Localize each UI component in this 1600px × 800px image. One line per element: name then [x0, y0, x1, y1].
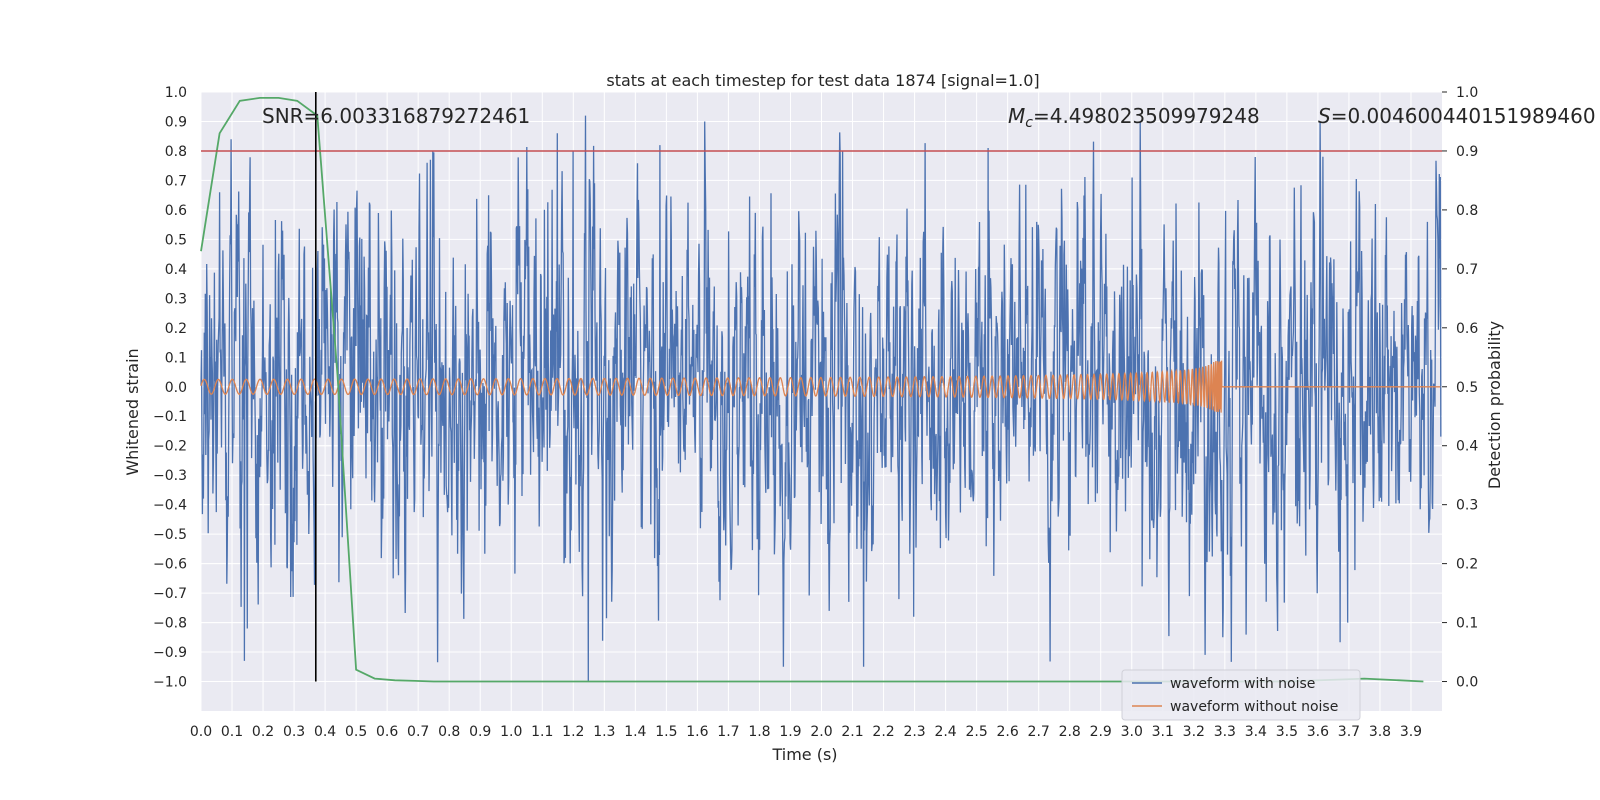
x-axis-label: Time (s) [771, 745, 837, 764]
x-tick-label: 2.0 [810, 724, 832, 740]
y-tick-label: 0.3 [165, 291, 187, 307]
x-tick-label: 2.3 [903, 724, 925, 740]
spin-symbol: S [1318, 104, 1331, 128]
x-tick-label: 3.9 [1400, 724, 1422, 740]
y-tick-label: −0.7 [153, 586, 187, 602]
y-tick-label: −0.4 [153, 498, 187, 514]
y-tick-label: 0.0 [165, 380, 187, 396]
y2-tick-label: 0.1 [1456, 616, 1478, 632]
y-tick-label: 0.4 [165, 262, 187, 278]
x-tick-label: 1.8 [748, 724, 770, 740]
legend-label-clean: waveform without noise [1170, 699, 1338, 715]
x-tick-label: 0.0 [190, 724, 212, 740]
y2-tick-label: 0.4 [1456, 439, 1478, 455]
y-axis-label: Whitened strain [123, 348, 142, 475]
y2-tick-label: 0.2 [1456, 557, 1478, 573]
chart-title: stats at each timestep for test data 187… [606, 71, 1039, 90]
y-tick-label: 0.6 [165, 203, 187, 219]
y-tick-label: −1.0 [153, 675, 187, 691]
y2-axis-ticks: 1.0 0.9 0.8 0.7 0.6 0.5 0.4 0.3 0.2 0.1 0.0 [1442, 85, 1478, 691]
x-tick-label: 2.9 [1090, 724, 1112, 740]
y-tick-label: −0.9 [153, 645, 187, 661]
x-tick-label: 3.7 [1338, 724, 1360, 740]
x-tick-label: 0.5 [345, 724, 367, 740]
x-tick-label: 1.2 [562, 724, 584, 740]
y-tick-label: 0.7 [165, 173, 187, 189]
x-tick-label: 3.2 [1183, 724, 1205, 740]
x-tick-label: 0.7 [407, 724, 429, 740]
x-tick-label: 3.6 [1307, 724, 1329, 740]
y-tick-label: 0.8 [165, 144, 187, 160]
x-tick-label: 1.5 [655, 724, 677, 740]
chart-figure: 0.0 0.1 0.2 0.3 0.4 0.5 0.6 0.7 0.8 0.9 1.0 1.1 1.2 1… [0, 0, 1600, 800]
y2-tick-label: 0.0 [1456, 675, 1478, 691]
x-tick-label: 1.1 [531, 724, 553, 740]
spin-value: =0.004600440151989460 [1331, 104, 1596, 128]
y-tick-label: −0.1 [153, 409, 187, 425]
y2-tick-label: 0.6 [1456, 321, 1478, 337]
snr-annotation: SNR=6.003316879272461 [262, 104, 530, 128]
x-tick-label: 2.2 [872, 724, 894, 740]
x-tick-label: 1.0 [500, 724, 522, 740]
x-tick-label: 3.4 [1245, 724, 1267, 740]
chirp-mass-symbol: M [1008, 104, 1025, 128]
x-tick-label: 0.2 [252, 724, 274, 740]
y2-tick-label: 0.5 [1456, 380, 1478, 396]
y-tick-label: −0.6 [153, 557, 187, 573]
y-axis-ticks: 1.0 0.9 0.8 0.7 0.6 0.5 0.4 0.3 0.2 0.1 0.0 −0.1 −0.… [153, 85, 187, 691]
y2-tick-label: 0.7 [1456, 262, 1478, 278]
y2-tick-label: 0.3 [1456, 498, 1478, 514]
y-tick-label: −0.3 [153, 468, 187, 484]
legend: waveform with noise waveform without noi… [1122, 670, 1360, 720]
x-tick-label: 1.4 [624, 724, 646, 740]
y2-tick-label: 0.9 [1456, 144, 1478, 160]
x-tick-label: 3.8 [1369, 724, 1391, 740]
y2-tick-label: 1.0 [1456, 85, 1478, 101]
x-tick-label: 2.8 [1059, 724, 1081, 740]
x-tick-label: 2.6 [997, 724, 1019, 740]
x-tick-label: 0.3 [283, 724, 305, 740]
x-axis-ticks: 0.0 0.1 0.2 0.3 0.4 0.5 0.6 0.7 0.8 0.9 1.0 1.1 1.2 1… [190, 724, 1422, 740]
y2-axis-label: Detection probability [1485, 321, 1504, 489]
y-tick-label: 0.5 [165, 232, 187, 248]
y-tick-label: −0.8 [153, 616, 187, 632]
x-tick-label: 0.9 [469, 724, 491, 740]
x-tick-label: 2.4 [934, 724, 956, 740]
chirp-mass-value: =4.498023509979248 [1033, 104, 1260, 128]
x-tick-label: 2.7 [1028, 724, 1050, 740]
x-tick-label: 0.4 [314, 724, 336, 740]
x-tick-label: 0.8 [438, 724, 460, 740]
y-tick-label: 1.0 [165, 85, 187, 101]
x-tick-label: 0.1 [221, 724, 243, 740]
x-tick-label: 1.6 [686, 724, 708, 740]
x-tick-label: 2.1 [841, 724, 863, 740]
x-tick-label: 3.0 [1121, 724, 1143, 740]
x-tick-label: 1.3 [593, 724, 615, 740]
legend-label-noise: waveform with noise [1170, 676, 1315, 692]
x-tick-label: 2.5 [965, 724, 987, 740]
y-tick-label: 0.2 [165, 321, 187, 337]
y-tick-label: 0.1 [165, 350, 187, 366]
spin-annotation: S=0.004600440151989460 [1318, 104, 1596, 128]
y2-tick-label: 0.8 [1456, 203, 1478, 219]
y-tick-label: 0.9 [165, 114, 187, 130]
x-tick-label: 1.9 [779, 724, 801, 740]
x-tick-label: 3.1 [1152, 724, 1174, 740]
x-tick-label: 1.7 [717, 724, 739, 740]
x-tick-label: 3.3 [1214, 724, 1236, 740]
x-tick-label: 0.6 [376, 724, 398, 740]
chirp-mass-annotation: Mc=4.498023509979248 [1008, 104, 1260, 131]
y-tick-label: −0.2 [153, 439, 187, 455]
y-tick-label: −0.5 [153, 527, 187, 543]
x-tick-label: 3.5 [1276, 724, 1298, 740]
